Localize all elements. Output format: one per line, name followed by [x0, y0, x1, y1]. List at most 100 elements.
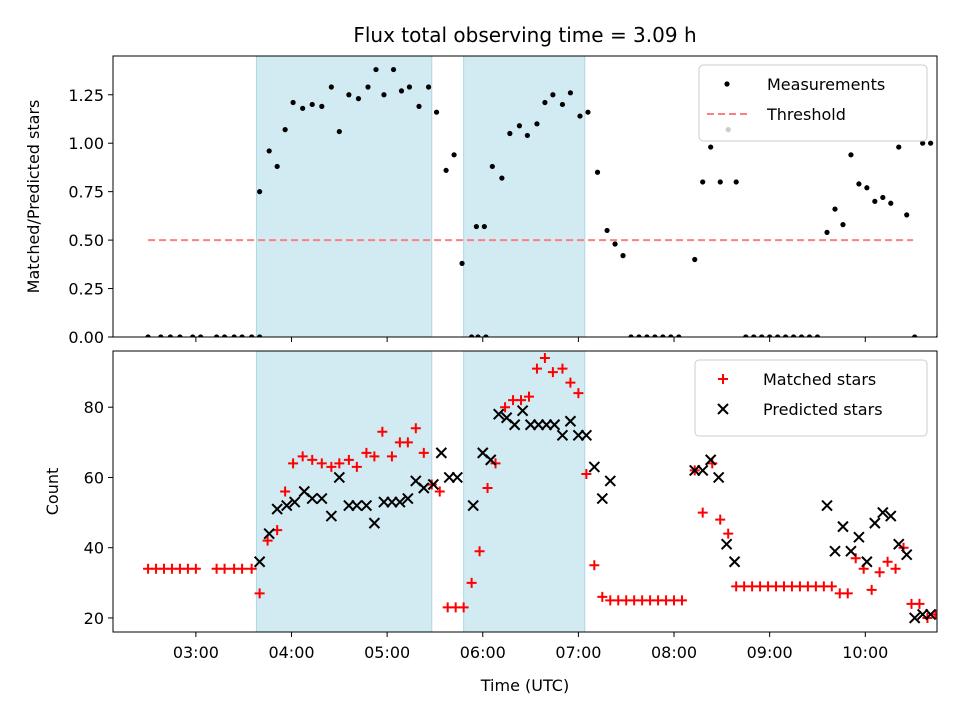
measurement-point — [733, 179, 739, 185]
matched-star-point — [377, 426, 388, 437]
measurement-point — [676, 334, 682, 337]
measurement-point — [567, 90, 574, 96]
predicted-star-point — [829, 545, 841, 557]
matched-star-point — [190, 563, 201, 574]
predicted-star-point — [556, 429, 569, 442]
predicted-star-point — [861, 556, 873, 568]
predicted-star-point — [704, 454, 717, 466]
measurement-point — [249, 334, 255, 337]
measurement-point — [145, 334, 151, 337]
shaded-interval — [255, 56, 433, 337]
matched-star-point — [410, 423, 421, 434]
measurement-point — [542, 99, 548, 106]
x-tick-label: 09:00 — [747, 643, 793, 662]
measurement-point — [759, 334, 765, 337]
x-tick-label: 07:00 — [555, 643, 601, 662]
matched-star-point — [500, 402, 511, 413]
matched-star-point — [334, 458, 345, 469]
measurement-point — [346, 92, 352, 98]
matched-star-point — [531, 363, 542, 374]
predicted-star-point — [263, 527, 275, 540]
measurement-point — [864, 185, 870, 191]
predicted-star-point — [885, 510, 897, 522]
predicted-star-point — [368, 517, 381, 529]
predicted-star-point — [728, 556, 741, 568]
predicted-star-point — [604, 475, 616, 487]
measurement-point — [481, 223, 487, 230]
matched-star-point — [826, 581, 837, 592]
matched-star-point — [434, 486, 445, 497]
matched-star-point — [326, 461, 337, 472]
shaded-interval — [463, 351, 586, 632]
matched-star-point — [723, 528, 734, 539]
measurement-point — [856, 181, 862, 187]
measurement-point — [231, 334, 237, 337]
measurement-point — [872, 198, 878, 204]
matched-star-point — [914, 598, 925, 609]
measurement-point — [390, 66, 397, 73]
measurement-point — [257, 189, 263, 195]
measurement-point — [652, 334, 658, 337]
x-tick-label: 04:00 — [268, 643, 314, 662]
measurement-point — [928, 140, 934, 146]
measurement-point — [177, 334, 183, 337]
matched-star-point — [280, 486, 291, 497]
matched-star-point — [707, 458, 718, 469]
measurement-point — [221, 334, 228, 337]
measurement-point — [475, 334, 481, 337]
matched-star-point — [288, 458, 299, 469]
predicted-star-point — [325, 510, 338, 522]
predicted-star-point — [924, 608, 937, 621]
measurement-point — [239, 334, 245, 337]
measurement-point — [499, 175, 505, 181]
measurement-point — [328, 84, 334, 90]
measurement-point — [628, 334, 634, 337]
matched-star-point — [874, 567, 885, 578]
measurement-point — [489, 163, 495, 170]
measurement-point — [355, 96, 362, 102]
predicted-star-point — [588, 461, 601, 473]
measurement-point — [620, 253, 626, 259]
measurement-point — [406, 84, 413, 90]
y-axis-label: Count — [43, 468, 62, 516]
predicted-star-point — [333, 471, 346, 484]
predicted-star-point — [360, 499, 373, 512]
matched-star-point — [343, 454, 354, 465]
predicted-star-point — [580, 429, 593, 442]
matched-star-point — [890, 563, 901, 574]
measurement-point — [717, 179, 723, 185]
legend: Matched stars Predicted stars — [694, 359, 928, 437]
measurement-point — [483, 334, 489, 337]
predicted-star-point — [908, 612, 921, 624]
matched-star-point — [418, 447, 429, 458]
predicted-star-point — [492, 408, 505, 420]
matched-star-point — [361, 447, 372, 458]
measurement-point — [594, 169, 601, 175]
measurement-point — [381, 92, 387, 98]
predicted-star-point — [288, 496, 301, 508]
predicted-star-point — [271, 503, 283, 515]
matched-star-point — [386, 451, 397, 462]
matched-star-point — [516, 395, 527, 406]
y-tick-label: 40 — [84, 539, 104, 558]
legend-marker-x — [717, 403, 729, 415]
x-tick-label: 06:00 — [460, 643, 506, 662]
predicted-star-point — [485, 454, 497, 466]
predicted-star-point — [316, 492, 328, 505]
plot-area — [143, 351, 937, 632]
shaded-interval — [463, 56, 586, 337]
matched-star-point — [573, 388, 584, 399]
measurement-point — [198, 334, 204, 337]
measurement-point — [516, 123, 523, 129]
predicted-star-point — [402, 492, 414, 505]
measurement-point — [190, 334, 196, 337]
measurement-point — [700, 179, 706, 185]
measurement-point — [373, 66, 379, 73]
measurement-point — [743, 334, 749, 337]
measurement-point — [274, 163, 280, 170]
matched-star-point — [715, 514, 726, 525]
measurement-point — [806, 334, 813, 337]
matched-star-point — [254, 588, 265, 599]
legend-label: Measurements — [767, 75, 885, 94]
